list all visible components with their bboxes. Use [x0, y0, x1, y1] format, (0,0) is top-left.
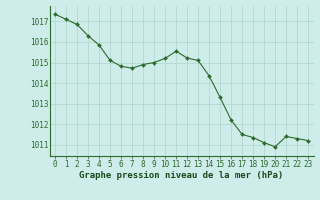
X-axis label: Graphe pression niveau de la mer (hPa): Graphe pression niveau de la mer (hPa)	[79, 171, 284, 180]
